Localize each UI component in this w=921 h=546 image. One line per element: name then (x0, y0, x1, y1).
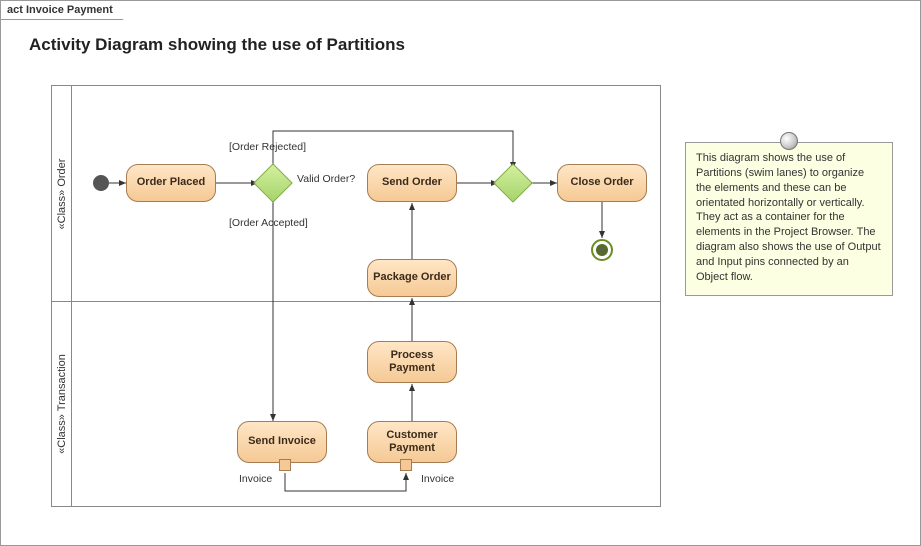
partition-transaction-label: «Class» Transaction (56, 354, 68, 454)
partition-transaction-header: «Class» Transaction (52, 302, 72, 506)
activity-process-payment-label: Process Payment (368, 349, 456, 375)
activity-process-payment: Process Payment (367, 341, 457, 383)
activity-close-order-label: Close Order (571, 176, 634, 189)
initial-node (93, 175, 109, 191)
activity-customer-payment-label: Customer Payment (368, 429, 456, 455)
pushpin-icon (780, 132, 798, 150)
activity-send-invoice-label: Send Invoice (248, 435, 316, 448)
guard-accepted: [Order Accepted] (229, 217, 308, 229)
activity-send-invoice: Send Invoice (237, 421, 327, 463)
activity-order-placed: Order Placed (126, 164, 216, 202)
final-node (591, 239, 613, 261)
activity-send-order: Send Order (367, 164, 457, 202)
activity-close-order: Close Order (557, 164, 647, 202)
note-text: This diagram shows the use of Partitions… (696, 152, 881, 283)
activity-order-placed-label: Order Placed (137, 176, 205, 189)
pin-invoice-out (279, 459, 291, 471)
guard-rejected: [Order Rejected] (229, 141, 306, 153)
decision-valid-order-label: Valid Order? (297, 173, 355, 185)
activity-package-order: Package Order (367, 259, 457, 297)
diagram-tab: act Invoice Payment (1, 1, 124, 20)
partition-order-header: «Class» Order (52, 86, 72, 301)
tab-label: act Invoice Payment (7, 4, 113, 16)
activity-package-order-label: Package Order (373, 271, 451, 284)
partition-order-label: «Class» Order (56, 158, 68, 229)
pin-invoice-in (400, 459, 412, 471)
pin-invoice-in-label: Invoice (421, 473, 454, 485)
pin-invoice-out-label: Invoice (239, 473, 272, 485)
diagram-canvas: «Class» Order «Class» Transaction (51, 85, 661, 507)
partition-transaction: «Class» Transaction (51, 301, 661, 507)
page-title: Activity Diagram showing the use of Part… (29, 35, 405, 55)
activity-send-order-label: Send Order (382, 176, 442, 189)
activity-customer-payment: Customer Payment (367, 421, 457, 463)
note-box: This diagram shows the use of Partitions… (685, 142, 893, 296)
